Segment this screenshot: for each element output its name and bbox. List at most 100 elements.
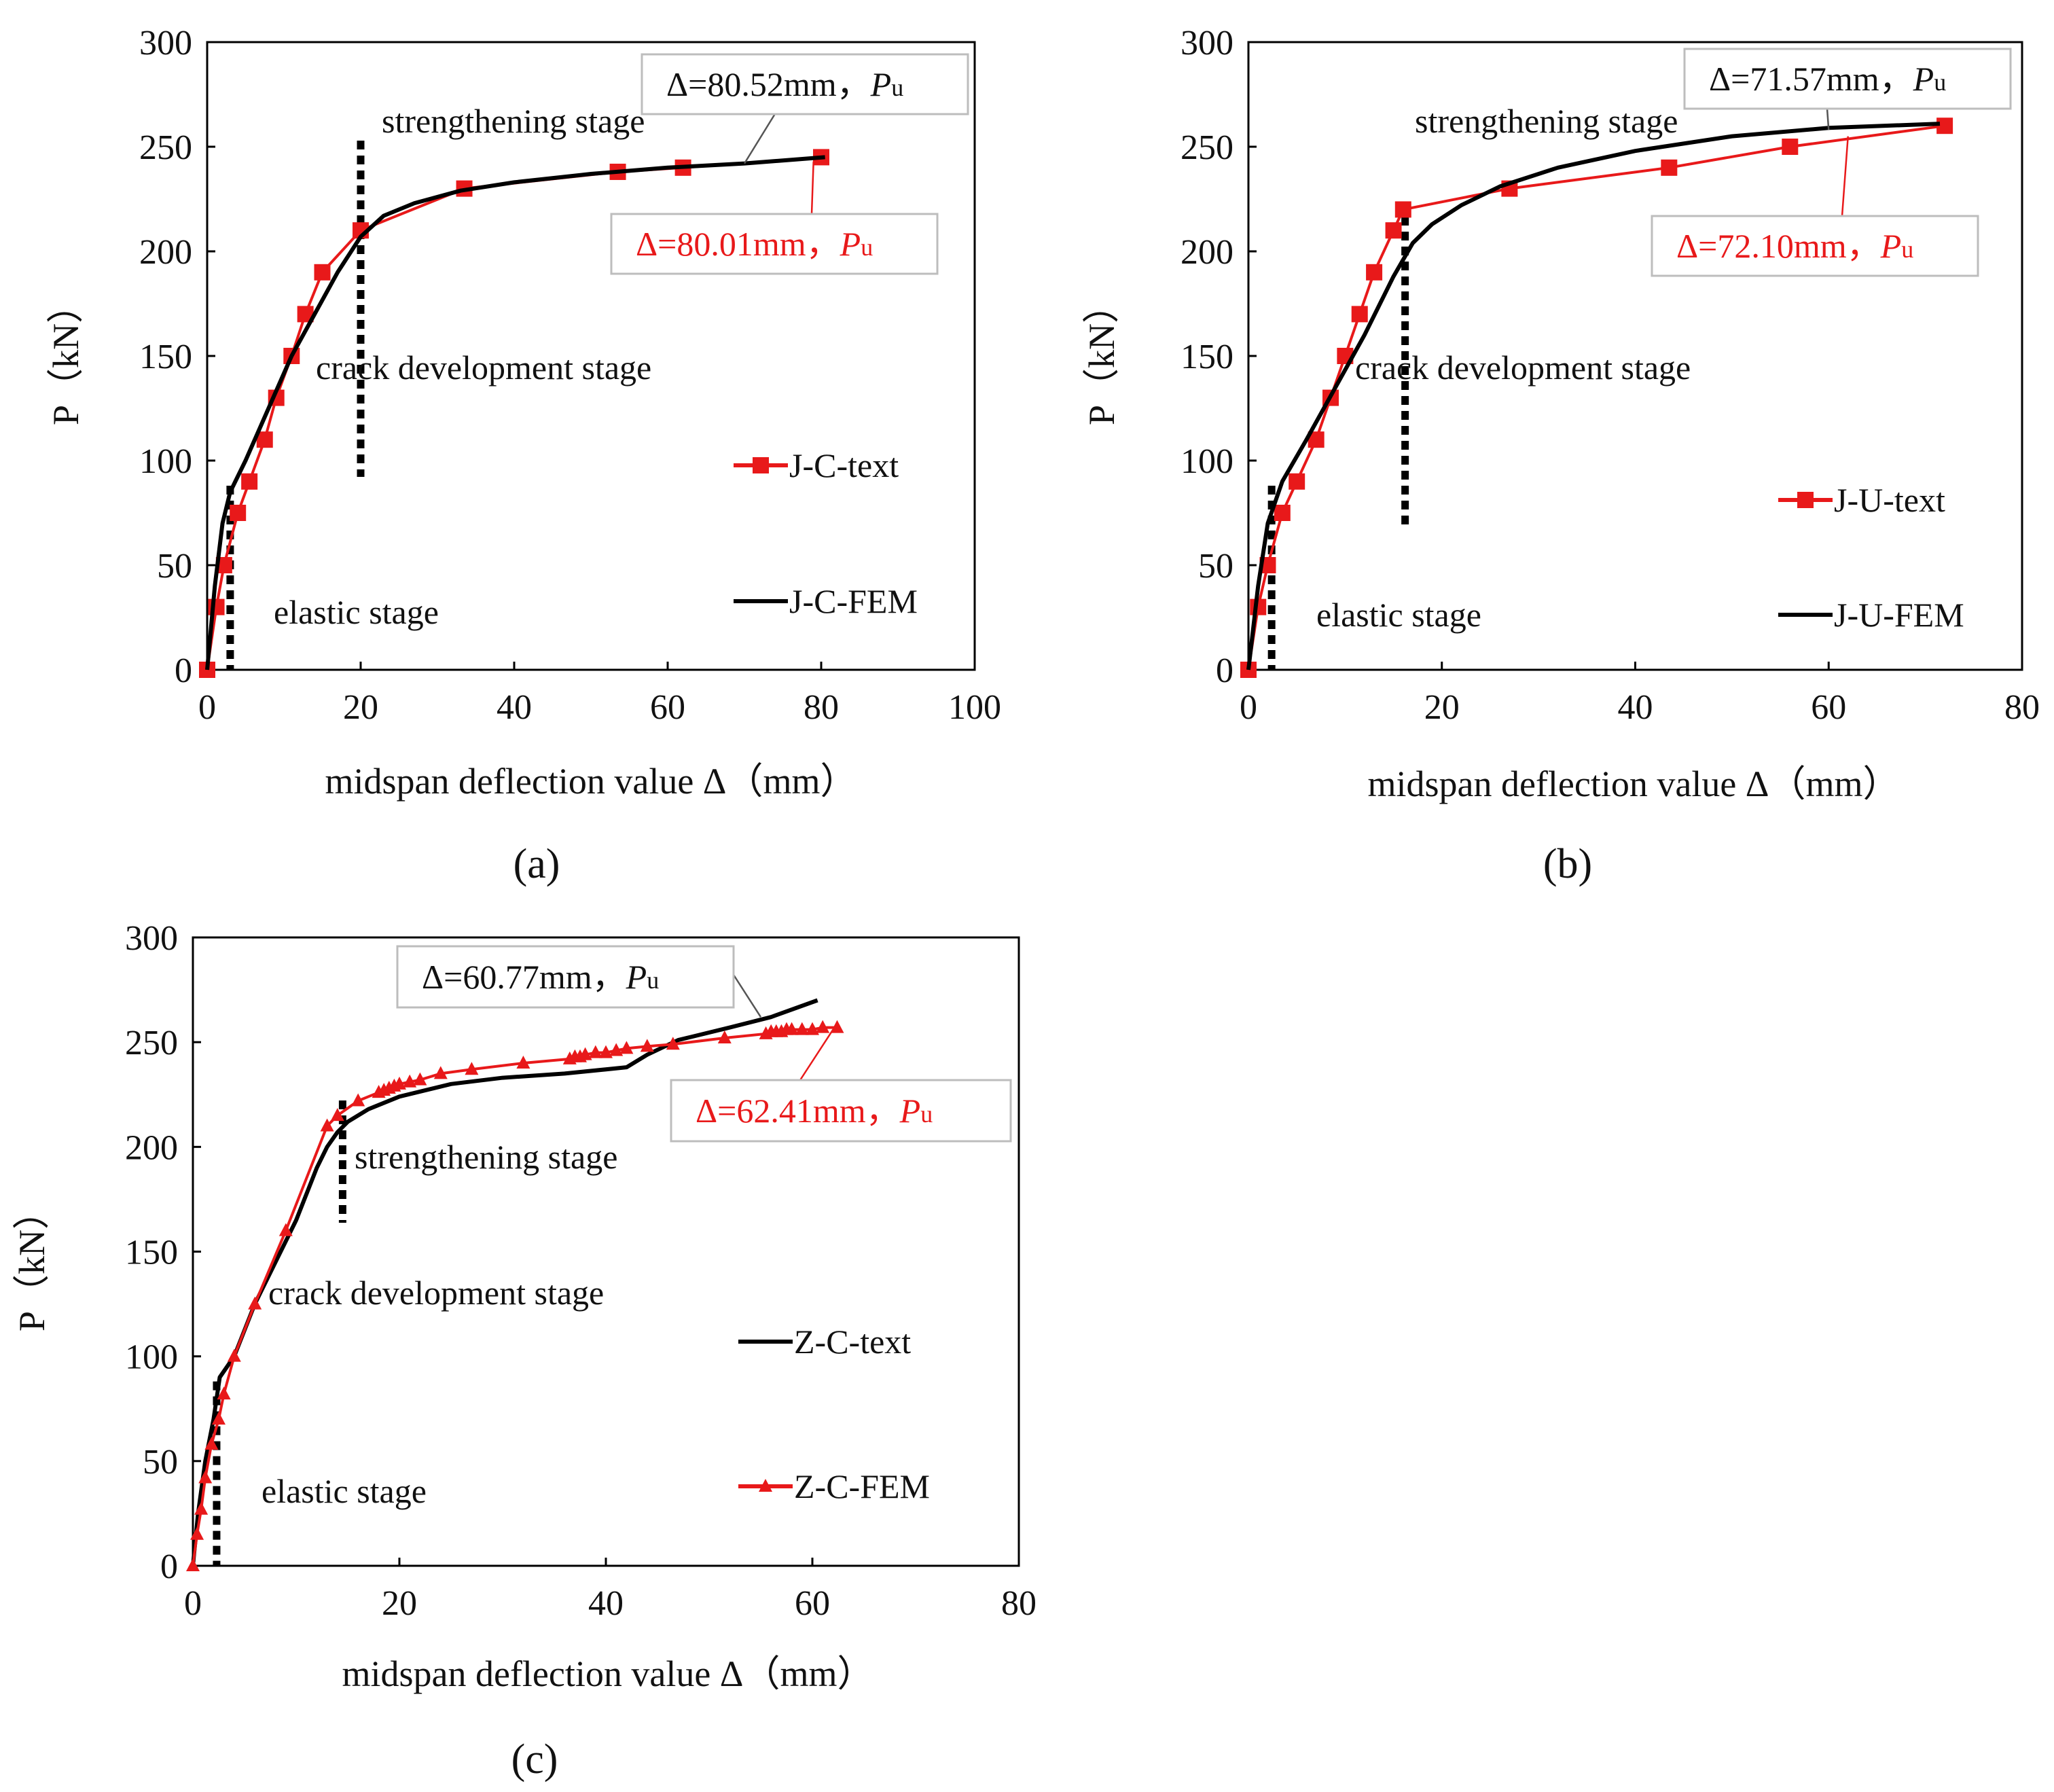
panel-label: (a): [514, 841, 560, 887]
annotation-unit: P: [1880, 227, 1902, 265]
data-point: [1782, 139, 1799, 155]
data-point: [204, 1437, 219, 1450]
chart-panel-0: 0 50 100 150 200 250 300 0 20 40 60 80 100 midspan de…: [46, 24, 1001, 887]
annotation-text: Δ=80.01mm，Pu: [636, 225, 873, 263]
legend-marker: [753, 457, 769, 473]
annotation-box: [1683, 48, 2012, 110]
x-tick-label: 20: [343, 688, 378, 727]
annotation-box: [670, 1079, 1012, 1143]
x-tick-label: 80: [804, 688, 839, 727]
annotation-value: Δ=60.77mm，: [422, 958, 626, 996]
data-point: [194, 1501, 209, 1515]
data-point: [795, 1022, 809, 1035]
annotation-unit: P: [1913, 60, 1934, 98]
series-line-J-C-FEM: [205, 155, 825, 670]
annotation-subscript: u: [647, 967, 659, 994]
stage-label: crack development stage: [268, 1274, 604, 1312]
legend-marker: [1797, 492, 1814, 508]
y-axis-label: P（kN）: [46, 287, 86, 425]
data-point: [212, 1412, 226, 1425]
data-point: [393, 1076, 406, 1090]
panel-label: (c): [511, 1736, 558, 1782]
data-point: [806, 1022, 819, 1035]
legend-label: Z-C-FEM: [794, 1467, 930, 1505]
annotation-box: [610, 213, 939, 275]
annotation-subscript: u: [1901, 236, 1913, 263]
stage-label: elastic stage: [262, 1472, 427, 1510]
y-tick-label: 100: [125, 1338, 178, 1377]
data-point: [830, 1020, 844, 1033]
y-tick-label: 300: [125, 919, 178, 958]
y-tick-label: 100: [139, 442, 192, 481]
x-tick-label: 40: [588, 1584, 624, 1623]
y-tick-label: 300: [139, 24, 192, 62]
annotation-subscript: u: [920, 1100, 933, 1128]
x-tick-label: 60: [795, 1584, 830, 1623]
y-tick-label: 200: [1181, 233, 1233, 272]
data-point: [578, 1047, 592, 1060]
series-line-J-U-FEM: [1246, 122, 1941, 670]
data-point: [1394, 201, 1411, 218]
x-tick-label: 60: [1811, 688, 1846, 727]
annotation-unit: P: [626, 958, 647, 996]
data-point: [717, 1031, 732, 1043]
y-axis-label: P（kN）: [12, 1193, 52, 1331]
legend-marker: [759, 1479, 772, 1492]
y-tick-label: 100: [1181, 442, 1233, 481]
y-tick-label: 200: [125, 1128, 178, 1167]
x-axis-label: midspan deflection value Δ（mm）: [1367, 764, 1899, 804]
y-tick-label: 200: [139, 233, 192, 272]
annotation-value: Δ=71.57mm，: [1709, 60, 1913, 98]
data-point: [186, 1558, 200, 1571]
series-line-Z-C-text: [191, 998, 818, 1566]
annotation-value: Δ=80.01mm，: [636, 225, 840, 263]
annotation-value: Δ=80.52mm，: [666, 65, 871, 103]
data-point: [403, 1074, 417, 1088]
data-point: [1274, 505, 1291, 521]
data-point: [816, 1020, 830, 1033]
y-tick-label: 150: [139, 338, 192, 376]
y-tick-label: 0: [1216, 651, 1233, 690]
stage-label: crack development stage: [316, 348, 651, 387]
annotation-unit: P: [870, 65, 892, 103]
y-tick-label: 50: [157, 547, 192, 586]
data-point: [516, 1056, 530, 1069]
y-tick-label: 250: [1181, 128, 1233, 167]
data-point: [230, 505, 247, 521]
data-point: [1351, 306, 1368, 323]
data-point: [1936, 118, 1953, 135]
data-point: [1661, 159, 1678, 176]
data-point: [588, 1045, 602, 1058]
x-tick-label: 100: [948, 688, 1001, 727]
data-point: [278, 1223, 293, 1236]
x-tick-label: 0: [1240, 688, 1257, 727]
data-point: [1385, 222, 1402, 239]
data-point: [227, 1348, 241, 1362]
annotation-text: Δ=71.57mm，Pu: [1709, 60, 1946, 98]
x-tick-label: 40: [1618, 688, 1653, 727]
legend-label: J-U-text: [1834, 481, 1945, 519]
legend-label: J-U-FEM: [1834, 596, 1964, 634]
annotation-text: Δ=80.52mm，Pu: [666, 65, 903, 103]
x-tick-label: 0: [198, 688, 216, 727]
x-tick-label: 0: [184, 1584, 202, 1623]
annotation-value: Δ=62.41mm，: [696, 1092, 900, 1130]
panel-label: (b): [1543, 841, 1592, 887]
data-point: [190, 1526, 204, 1540]
chart-panel-2: 0 50 100 150 200 250 300 0 20 40 60 80 midspan defle…: [12, 919, 1037, 1782]
data-point: [1366, 264, 1383, 281]
data-point: [785, 1022, 799, 1035]
data-point: [248, 1296, 262, 1310]
data-point: [599, 1045, 613, 1058]
data-point: [241, 473, 258, 490]
data-point: [320, 1118, 334, 1132]
x-axis-label: midspan deflection value Δ（mm）: [325, 761, 857, 802]
legend-label: Z-C-text: [794, 1323, 911, 1361]
annotation-text: Δ=60.77mm，Pu: [422, 958, 659, 996]
y-tick-label: 50: [1198, 547, 1233, 586]
x-tick-label: 20: [382, 1584, 417, 1623]
x-tick-label: 80: [1001, 1584, 1037, 1623]
stage-label: strengthening stage: [382, 102, 645, 140]
annotation-unit: P: [840, 225, 861, 263]
